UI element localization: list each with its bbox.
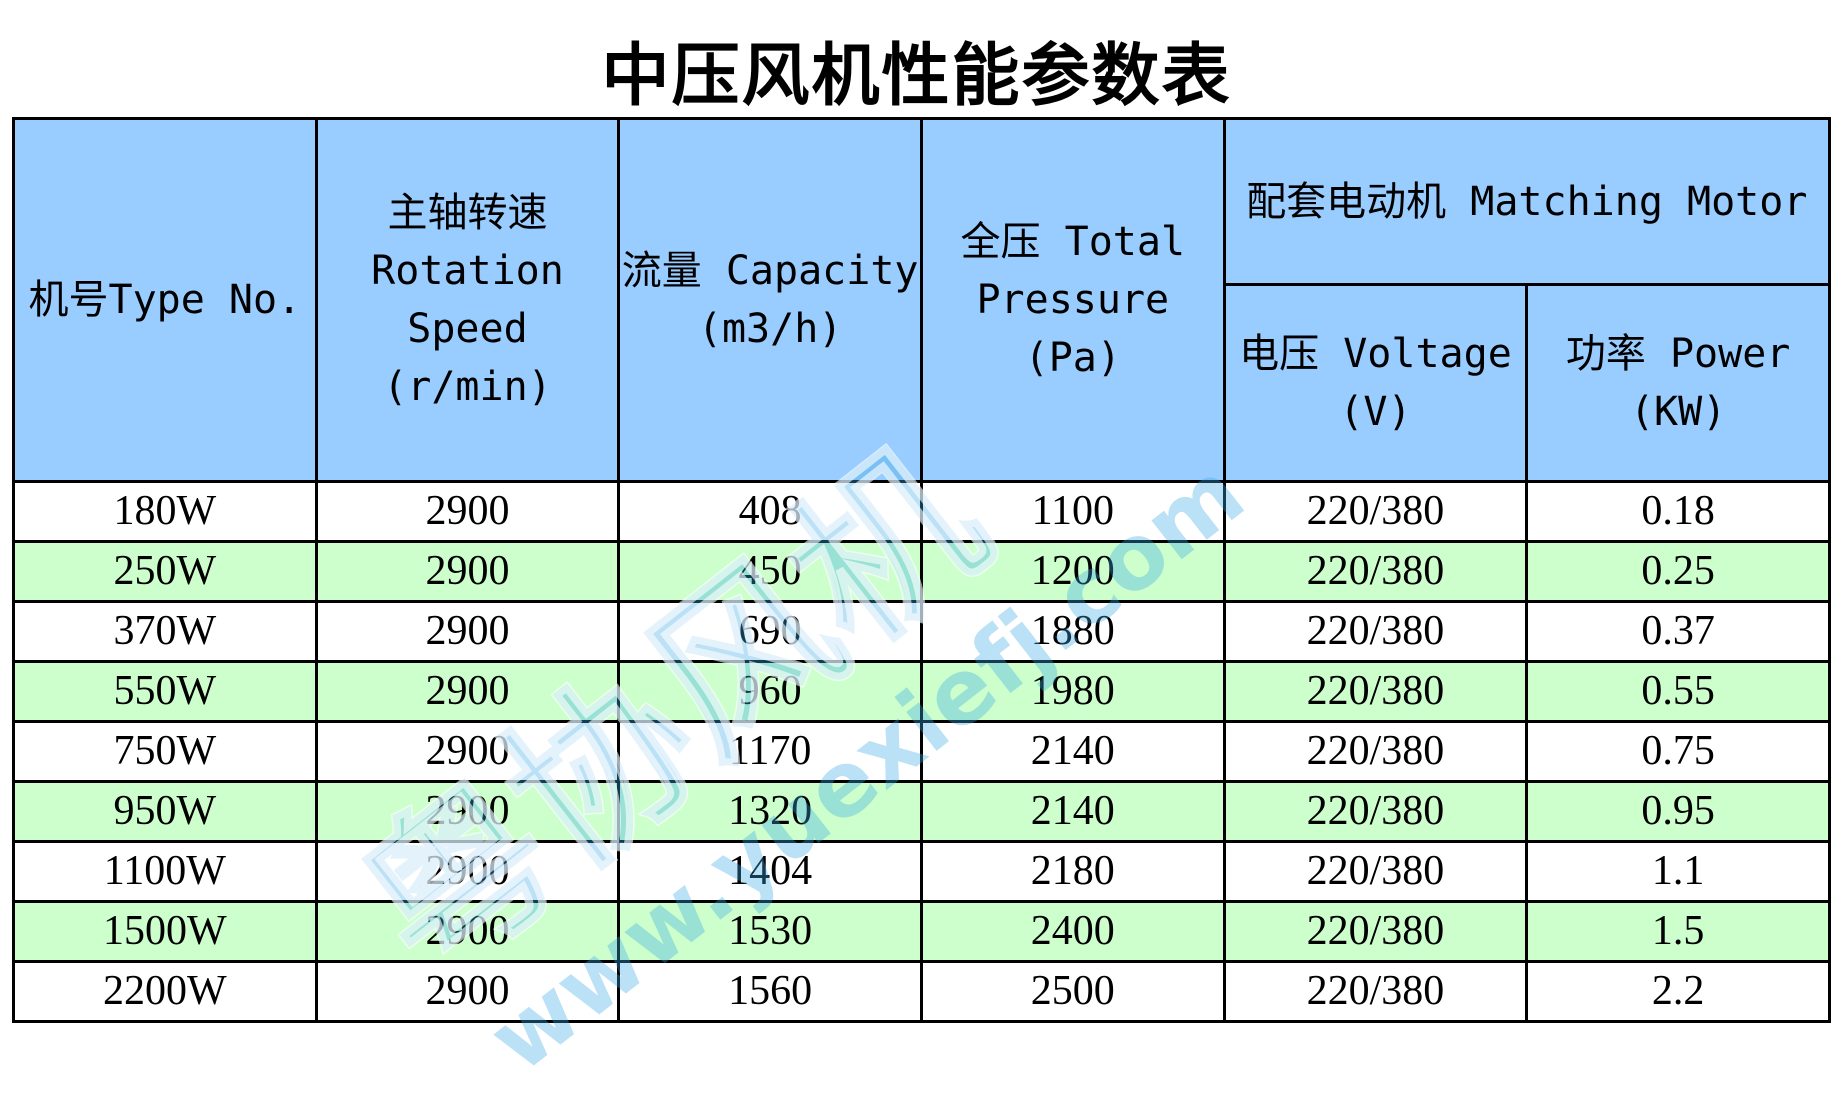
cell-rotation-speed: 2900 [314,780,621,843]
table-row: 1100W 2900 1404 2180 220/380 1.1 [12,840,1831,903]
cell-type-no: 2200W [12,960,318,1023]
cell-power: 1.1 [1525,840,1831,903]
cell-type-no: 1100W [12,840,318,903]
cell-power: 2.2 [1525,960,1831,1023]
header-rotation-speed: 主轴转速 Rotation Speed (r/min) [314,117,621,483]
cell-total-pressure: 1880 [919,600,1226,663]
cell-capacity: 1404 [617,840,923,903]
cell-voltage: 220/380 [1222,540,1529,603]
cell-power: 0.55 [1525,660,1831,723]
cell-capacity: 1560 [617,960,923,1023]
cell-type-no: 1500W [12,900,318,963]
cell-power: 0.75 [1525,720,1831,783]
cell-capacity: 450 [617,540,923,603]
page-title: 中压风机性能参数表 [601,37,1232,116]
cell-capacity: 1170 [617,720,923,783]
table-row: 2200W 2900 1560 2500 220/380 2.2 [12,960,1831,1023]
cell-type-no: 950W [12,780,318,843]
cell-rotation-speed: 2900 [314,960,621,1023]
cell-total-pressure: 1980 [919,660,1226,723]
header-power: 功率 Power (KW) [1525,283,1831,483]
cell-capacity: 1320 [617,780,923,843]
table-row: 370W 2900 690 1880 220/380 0.37 [12,600,1831,663]
cell-capacity: 1530 [617,900,923,963]
header-capacity: 流量 Capacity (m3/h) [617,117,923,483]
cell-power: 0.95 [1525,780,1831,843]
cell-capacity: 690 [617,600,923,663]
cell-total-pressure: 1100 [919,480,1226,543]
cell-voltage: 220/380 [1222,840,1529,903]
cell-type-no: 250W [12,540,318,603]
cell-rotation-speed: 2900 [314,660,621,723]
cell-type-no: 370W [12,600,318,663]
cell-total-pressure: 2140 [919,780,1226,843]
cell-total-pressure: 2140 [919,720,1226,783]
cell-voltage: 220/380 [1222,960,1529,1023]
table-row: 750W 2900 1170 2140 220/380 0.75 [12,720,1831,783]
cell-rotation-speed: 2900 [314,720,621,783]
cell-rotation-speed: 2900 [314,600,621,663]
cell-capacity: 960 [617,660,923,723]
cell-rotation-speed: 2900 [314,540,621,603]
cell-voltage: 220/380 [1222,480,1529,543]
table-row: 180W 2900 408 1100 220/380 0.18 [12,480,1831,543]
header-matching-motor: 配套电动机 Matching Motor [1222,117,1832,286]
table-row: 250W 2900 450 1200 220/380 0.25 [12,540,1831,603]
cell-voltage: 220/380 [1222,900,1529,963]
cell-rotation-speed: 2900 [314,900,621,963]
cell-total-pressure: 2500 [919,960,1226,1023]
cell-type-no: 550W [12,660,318,723]
header-voltage: 电压 Voltage (V) [1222,283,1529,483]
cell-rotation-speed: 2900 [314,840,621,903]
cell-total-pressure: 1200 [919,540,1226,603]
fan-performance-table: 机号Type No. 主轴转速 Rotation Speed (r/min) 流… [12,117,1832,1023]
cell-voltage: 220/380 [1222,780,1529,843]
cell-rotation-speed: 2900 [314,480,621,543]
cell-type-no: 180W [12,480,318,543]
cell-voltage: 220/380 [1222,660,1529,723]
cell-voltage: 220/380 [1222,600,1529,663]
cell-power: 0.18 [1525,480,1831,543]
cell-voltage: 220/380 [1222,720,1529,783]
table-row: 550W 2900 960 1980 220/380 0.55 [12,660,1831,723]
header-type-no: 机号Type No. [12,117,318,483]
header-total-pressure: 全压 Total Pressure (Pa) [919,117,1226,483]
cell-total-pressure: 2180 [919,840,1226,903]
cell-total-pressure: 2400 [919,900,1226,963]
cell-type-no: 750W [12,720,318,783]
table-row: 950W 2900 1320 2140 220/380 0.95 [12,780,1831,843]
cell-power: 1.5 [1525,900,1831,963]
cell-capacity: 408 [617,480,923,543]
cell-power: 0.25 [1525,540,1831,603]
table-row: 1500W 2900 1530 2400 220/380 1.5 [12,900,1831,963]
cell-power: 0.37 [1525,600,1831,663]
